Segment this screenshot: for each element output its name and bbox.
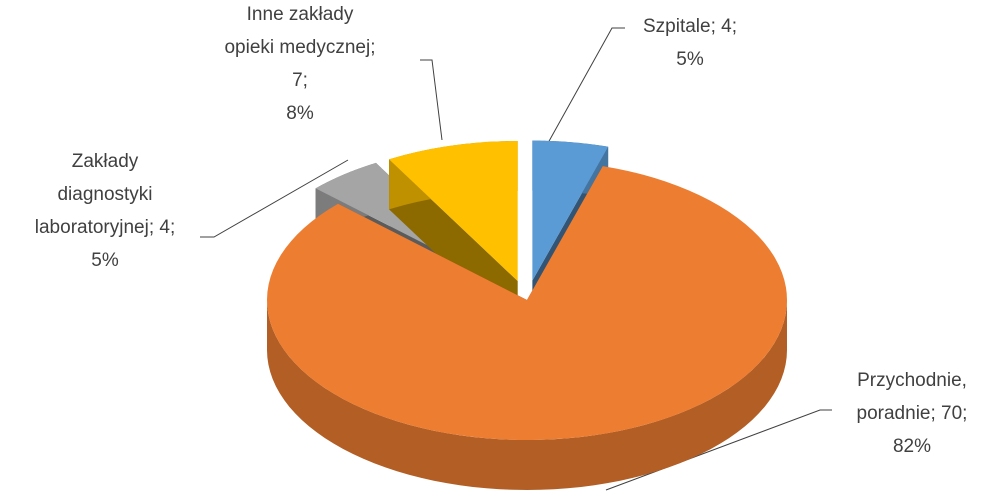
data-label: 5% [676, 49, 704, 70]
leader-line [547, 27, 625, 144]
pie [267, 140, 787, 490]
slice-side [267, 300, 787, 490]
data-label: Inne zakłady [247, 4, 354, 25]
labels: Szpitale; 4; 5% Przychodnie, poradnie; 70; 8… [35, 4, 968, 457]
slice [267, 166, 787, 440]
data-label: 8% [286, 103, 314, 124]
data-label: Zakłady [72, 151, 139, 172]
data-label: 5% [91, 250, 119, 271]
leader-line [420, 59, 443, 141]
data-label: Szpitale; 4; [643, 16, 737, 37]
data-label: poradnie; 70; [857, 403, 968, 424]
data-label: laboratoryjnej; 4; [35, 217, 175, 238]
slice [532, 140, 609, 281]
data-label: opieki medycznej; [224, 37, 375, 58]
data-label: 82% [893, 436, 931, 457]
data-label: diagnostyki [57, 184, 152, 205]
data-label: 7; [292, 70, 308, 91]
slice [389, 141, 518, 282]
leader-line [200, 159, 349, 238]
data-label: Przychodnie, [857, 370, 967, 391]
